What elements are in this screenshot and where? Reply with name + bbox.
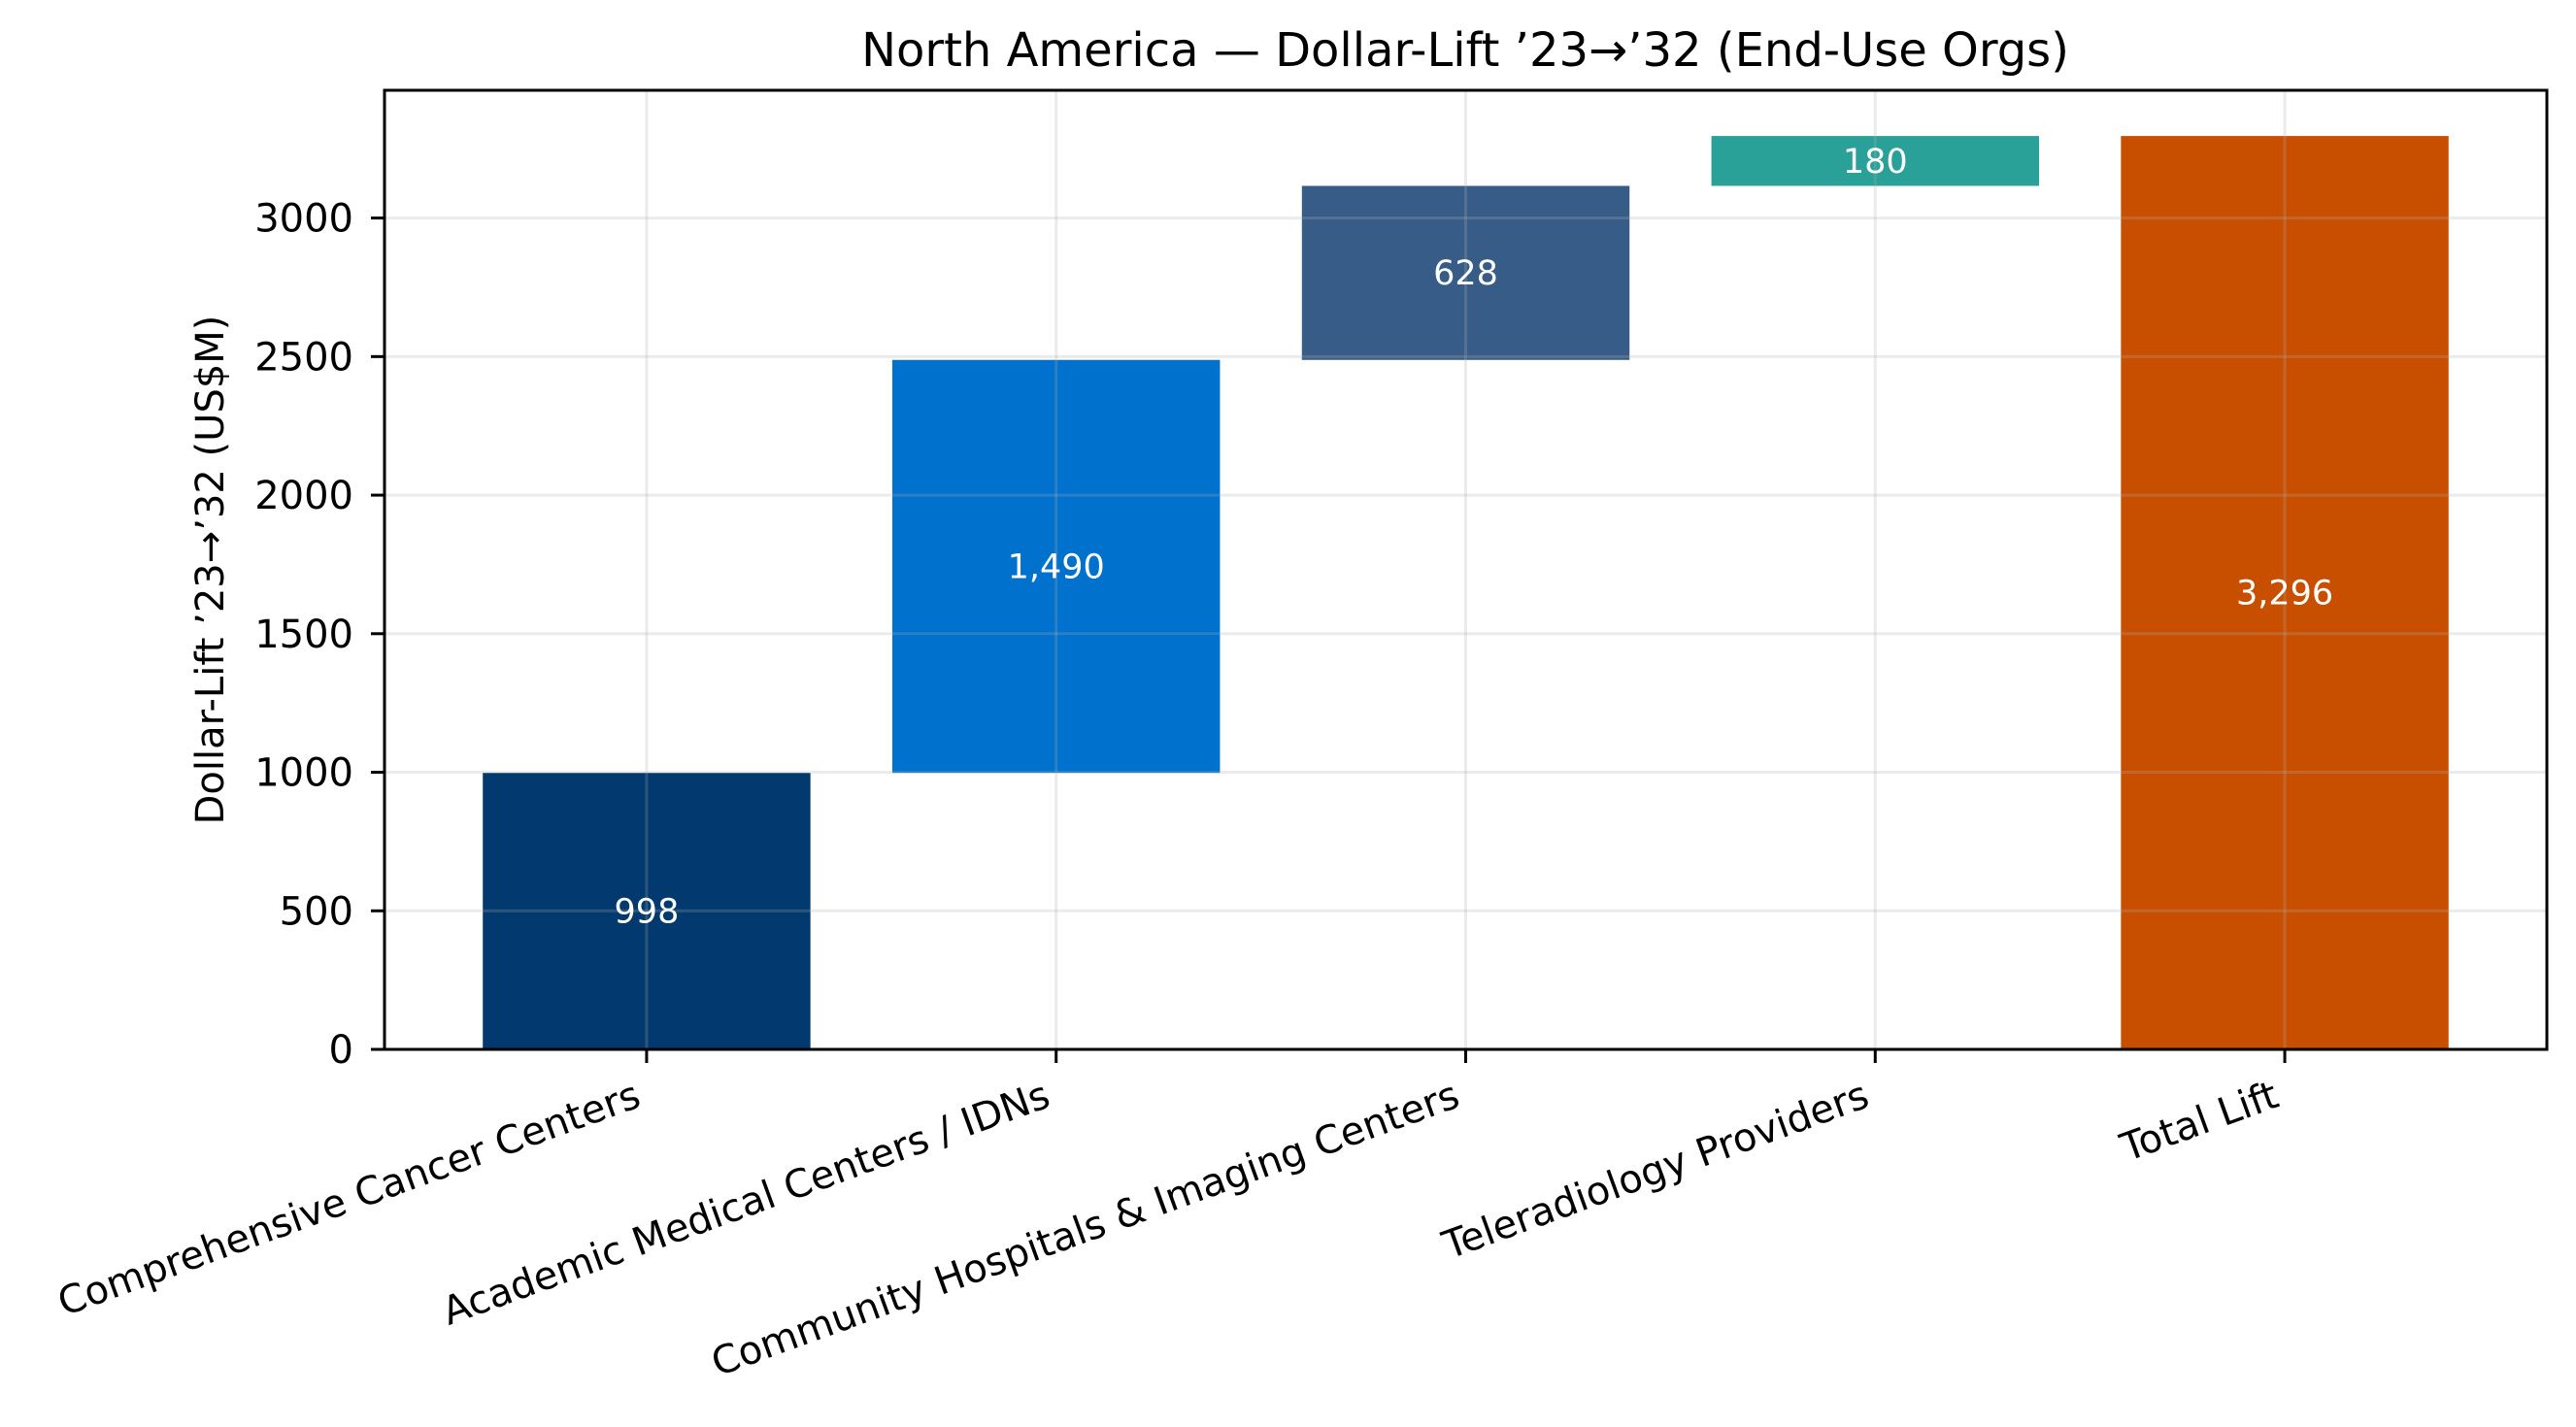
bar	[892, 359, 1221, 774]
y-tick-label: 1000	[254, 751, 353, 796]
y-axis-label: Dollar-Lift ’23→’32 (US$M)	[188, 315, 233, 825]
data-label: 180	[1843, 143, 1908, 182]
bars	[483, 136, 2449, 1049]
data-label: 3,296	[2236, 575, 2333, 614]
data-label: 628	[1433, 254, 1498, 293]
bar	[483, 773, 811, 1049]
y-tick-label: 3000	[254, 197, 353, 242]
bar	[2121, 136, 2449, 1049]
bar	[1301, 185, 1630, 360]
chart-title: North America — Dollar-Lift ’23→’32 (End…	[861, 23, 2069, 78]
bar	[1711, 136, 2039, 186]
y-tick-label: 0	[329, 1028, 353, 1073]
y-tick-label: 2000	[254, 474, 353, 518]
data-labels: 998 1,490 628 180 3,296	[615, 143, 2334, 932]
data-label: 998	[615, 893, 680, 932]
y-tick-label: 500	[280, 889, 353, 934]
y-tick-label: 2500	[254, 335, 353, 380]
y-tick-label: 1500	[254, 613, 353, 657]
data-label: 1,490	[1008, 548, 1105, 586]
y-axis-ticks: 0 500 1000 1500 2000 2500 3000	[254, 197, 385, 1073]
gridlines	[385, 90, 2547, 1049]
